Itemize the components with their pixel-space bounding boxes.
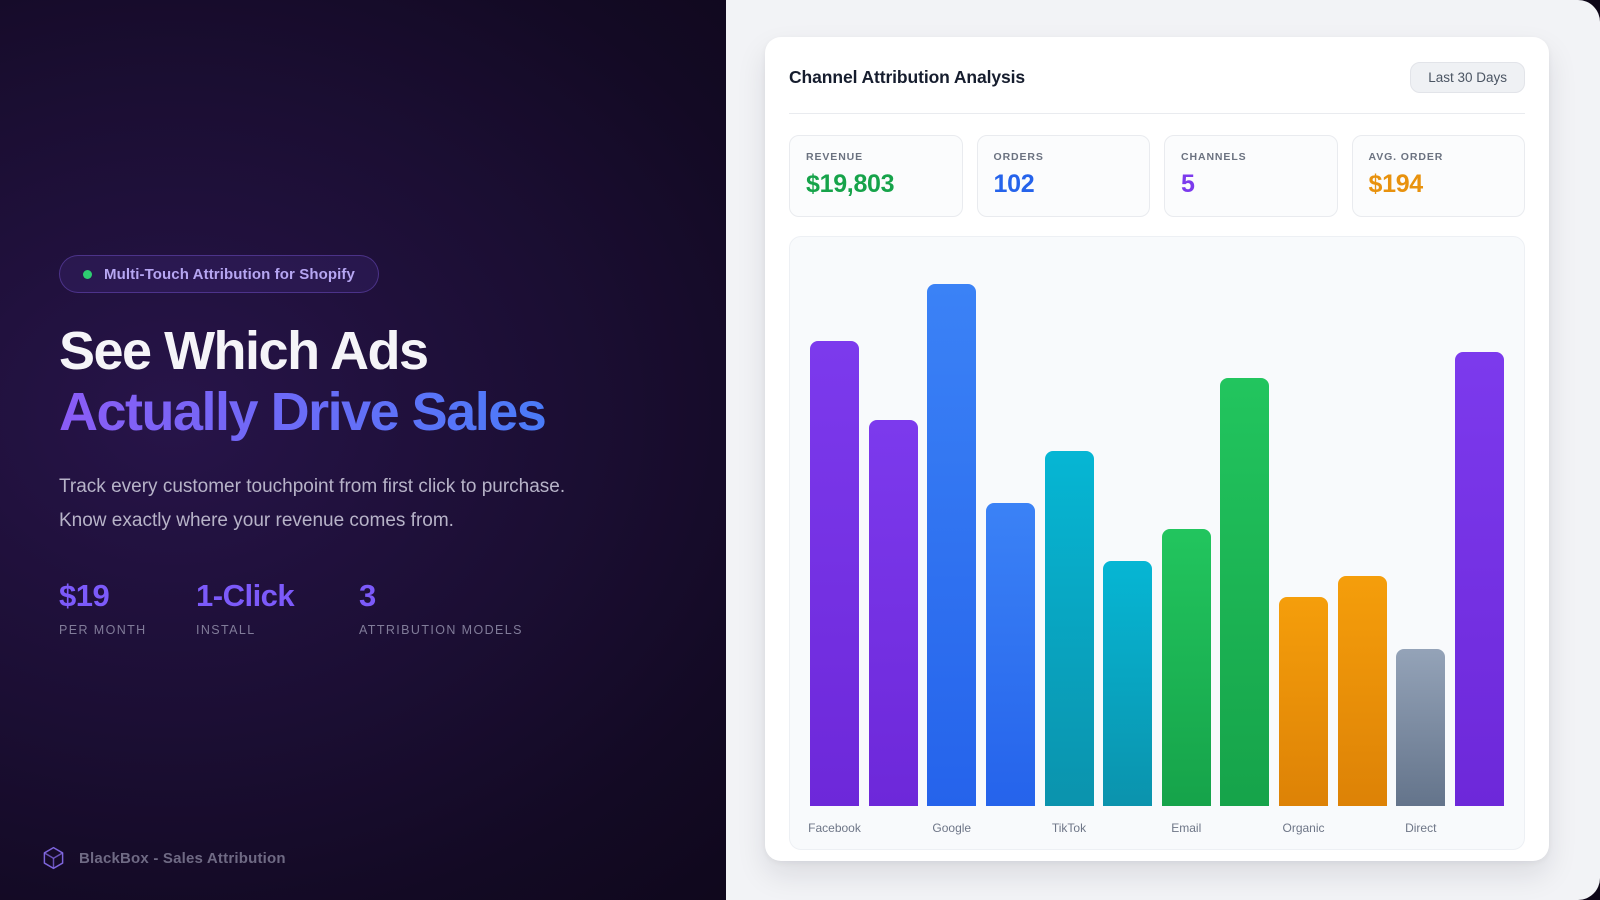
chart-slot-organic — [1337, 576, 1387, 849]
kpi-card-orders: ORDERS 102 — [976, 135, 1150, 217]
header-divider — [789, 113, 1525, 114]
card-title: Channel Attribution Analysis — [789, 67, 1026, 87]
hero-description-line1: Track every customer touchpoint from fir… — [59, 476, 566, 497]
bar-direct — [1454, 352, 1504, 806]
axis-label-facebook: Facebook — [808, 820, 861, 835]
kpi-label: AVG. ORDER — [1368, 151, 1444, 163]
attribution-bar-chart: Facebook Google TikTok Email Organic Direct — [789, 236, 1525, 850]
hero-stat-per-month: $19 PER MONTH — [59, 578, 196, 637]
kpi-value: $19,803 — [806, 170, 895, 198]
kpi-card-channels: CHANNELS 5 — [1164, 135, 1338, 217]
bar-organic — [1337, 576, 1387, 806]
hero-stat-value: $19 — [59, 578, 110, 613]
attribution-card: Channel Attribution Analysis Last 30 Day… — [765, 37, 1549, 861]
bar-email — [1161, 529, 1211, 806]
hero-panel: Multi-Touch Attribution for Shopify See … — [0, 0, 726, 900]
bar-email — [1220, 378, 1270, 806]
axis-label-tiktok: TikTok — [1051, 820, 1087, 835]
hero-stats-row: $19 PER MONTH 1-Click INSTALL 3 ATTRIBUTION M… — [59, 578, 726, 637]
hero-description-line2: Know exactly where your revenue comes fr… — [59, 510, 454, 531]
kpi-label: CHANNELS — [1181, 151, 1247, 163]
kpi-card-avg-order: AVG. ORDER $194 — [1351, 135, 1525, 217]
hero-badge-label: Multi-Touch Attribution for Shopify — [104, 265, 355, 283]
hero-stat-label: INSTALL — [196, 623, 256, 637]
hero-stat-attribution-models: 3 ATTRIBUTION MODELS — [359, 578, 523, 637]
analytics-section: Channel Attribution Analysis Last 30 Day… — [726, 0, 1600, 900]
axis-label-organic: Organic — [1282, 820, 1325, 835]
chart-slot-google: Google — [927, 284, 977, 849]
chart-slot-email: Email — [1161, 529, 1211, 849]
page-title: See Which Ads Actually Drive Sales — [59, 321, 726, 443]
bar-direct — [1396, 649, 1446, 806]
cube-wireframe-icon — [43, 846, 64, 870]
kpi-value: 102 — [993, 170, 1035, 198]
card-header: Channel Attribution Analysis Last 30 Day… — [765, 37, 1549, 93]
chart-slot-direct: Direct — [1396, 649, 1446, 849]
chart-slot-direct — [1454, 352, 1504, 849]
status-dot-icon — [83, 269, 92, 279]
bar-organic — [1279, 597, 1328, 806]
hero-stat-label: ATTRIBUTION MODELS — [359, 623, 523, 637]
kpi-stats-row: REVENUE $19,803 ORDERS 102 CHANNELS 5 AVG. ORD… — [789, 135, 1525, 217]
chart-slot-email — [1220, 378, 1270, 849]
bar-tiktok — [1103, 561, 1153, 806]
axis-label-direct: Direct — [1405, 820, 1437, 835]
bar-facebook — [810, 341, 859, 806]
page-title-line2: Actually Drive Sales — [59, 382, 547, 442]
bar-facebook — [868, 420, 918, 806]
chart-slot-facebook — [868, 420, 918, 849]
kpi-label: REVENUE — [806, 151, 864, 163]
hero-description: Track every customer touchpoint from fir… — [59, 470, 726, 538]
hero-badge: Multi-Touch Attribution for Shopify — [59, 255, 379, 293]
axis-label-email: Email — [1171, 820, 1202, 835]
axis-label-google: Google — [932, 820, 972, 835]
date-range-button[interactable]: Last 30 Days — [1410, 62, 1525, 93]
bar-google — [927, 284, 977, 806]
kpi-value: $194 — [1368, 170, 1424, 198]
chart-slot-organic: Organic — [1279, 597, 1328, 849]
brand-name: BlackBox - Sales Attribution — [79, 849, 286, 867]
bar-tiktok — [1044, 451, 1094, 806]
hero-stat-value: 1-Click — [196, 578, 295, 613]
chart-slot-tiktok: TikTok — [1044, 451, 1094, 849]
hero-stat-install: 1-Click INSTALL — [196, 578, 359, 637]
bar-google — [985, 503, 1035, 806]
chart-slot-tiktok — [1103, 561, 1153, 849]
brand-footer: BlackBox - Sales Attribution — [40, 844, 286, 872]
kpi-card-revenue: REVENUE $19,803 — [789, 135, 963, 217]
page-title-line1: See Which Ads — [59, 321, 429, 381]
chart-slot-google — [985, 503, 1035, 849]
chart-slot-facebook: Facebook — [808, 341, 861, 849]
kpi-label: ORDERS — [993, 151, 1044, 163]
hero-stat-value: 3 — [359, 578, 376, 613]
hero-stat-label: PER MONTH — [59, 623, 147, 637]
kpi-value: 5 — [1181, 170, 1195, 198]
